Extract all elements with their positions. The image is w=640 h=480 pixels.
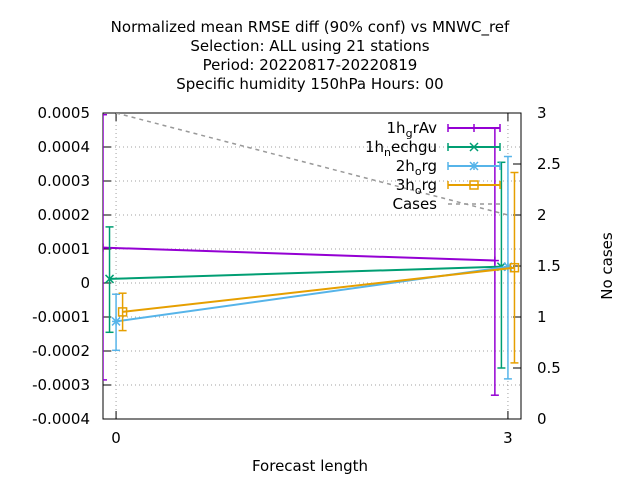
axes: 0.0005 0.0004 0.0003 0.0002 0.0001 0 -0.0001 -0… (32, 104, 561, 447)
legend-entry: Cases (392, 195, 500, 213)
data-point (103, 243, 107, 252)
x-axis-label: Forecast length (252, 457, 368, 475)
chart-title: Normalized mean RMSE diff (90% conf) vs … (111, 18, 510, 93)
marker-stroke (509, 262, 520, 273)
data-point (111, 316, 121, 326)
x-tick-label: 0 (111, 429, 121, 447)
y2-tick-label: 1 (537, 308, 547, 326)
y-tick-label: -0.0002 (32, 342, 90, 360)
marker-stroke (469, 142, 479, 152)
plot-frame (102, 112, 522, 420)
series-1h-nechgu (105, 161, 506, 369)
legend-marker (469, 180, 479, 190)
data-point (117, 307, 128, 317)
legend-label: 1hnechgu (365, 138, 437, 159)
marker-stroke (111, 316, 121, 326)
y-tick-label: -0.0004 (32, 410, 90, 428)
series-line (122, 266, 515, 313)
title-line-4: Specific humidity 150hPa Hours: 00 (176, 75, 443, 93)
series-3h-org (117, 171, 520, 364)
y2-tick-label: 3 (537, 104, 547, 122)
y-tick-label: 0 (80, 274, 90, 292)
legend-entry: 1hgrAv (387, 119, 501, 140)
series-line (103, 246, 495, 262)
y2-axis-label: No cases (598, 232, 616, 300)
x-tick-label: 3 (503, 429, 513, 447)
y2-tick-label: 0 (537, 410, 547, 428)
y-tick-label: 0.0005 (38, 104, 91, 122)
grid (103, 113, 521, 419)
data-point (509, 262, 520, 273)
legend-entry: 3horg (396, 176, 501, 197)
y-tick-label: 0.0002 (38, 206, 91, 224)
legend-marker (469, 142, 479, 152)
y2-tick-label: 1.5 (537, 257, 561, 275)
title-line-2: Selection: ALL using 21 stations (190, 37, 429, 55)
marker-stroke (469, 180, 479, 190)
series-line (109, 265, 502, 280)
data-point (105, 274, 115, 284)
series-cases (115, 113, 509, 216)
y-tick-label: -0.0001 (32, 308, 90, 326)
y2-tick-label: 2.5 (537, 155, 561, 173)
legend-entry: 2horg (396, 157, 501, 178)
series-1h-grav (103, 113, 499, 396)
y-tick-label: 0.0004 (38, 138, 91, 156)
y2-tick-label: 0.5 (537, 359, 561, 377)
plot-area (103, 113, 520, 396)
legend-label: Cases (392, 195, 437, 213)
legend-marker (470, 124, 478, 132)
legend-label: 2horg (396, 157, 437, 178)
y-tick-label: -0.0003 (32, 376, 90, 394)
y2-tick-label: 2 (537, 206, 547, 224)
series-line (115, 113, 509, 216)
legend-label: 1hgrAv (387, 119, 438, 140)
marker-stroke (469, 161, 479, 171)
marker-stroke (117, 307, 128, 317)
y-tick-label: 0.0003 (38, 172, 91, 190)
legend-marker (469, 161, 479, 171)
data-point (490, 256, 499, 265)
title-line-3: Period: 20220817-20220819 (203, 56, 418, 74)
y-tick-label: 0.0001 (38, 240, 91, 258)
title-line-1: Normalized mean RMSE diff (90% conf) vs … (111, 18, 510, 37)
legend-entry: 1hnechgu (365, 138, 501, 159)
marker-stroke (105, 274, 115, 284)
legend-label: 3horg (396, 176, 437, 197)
